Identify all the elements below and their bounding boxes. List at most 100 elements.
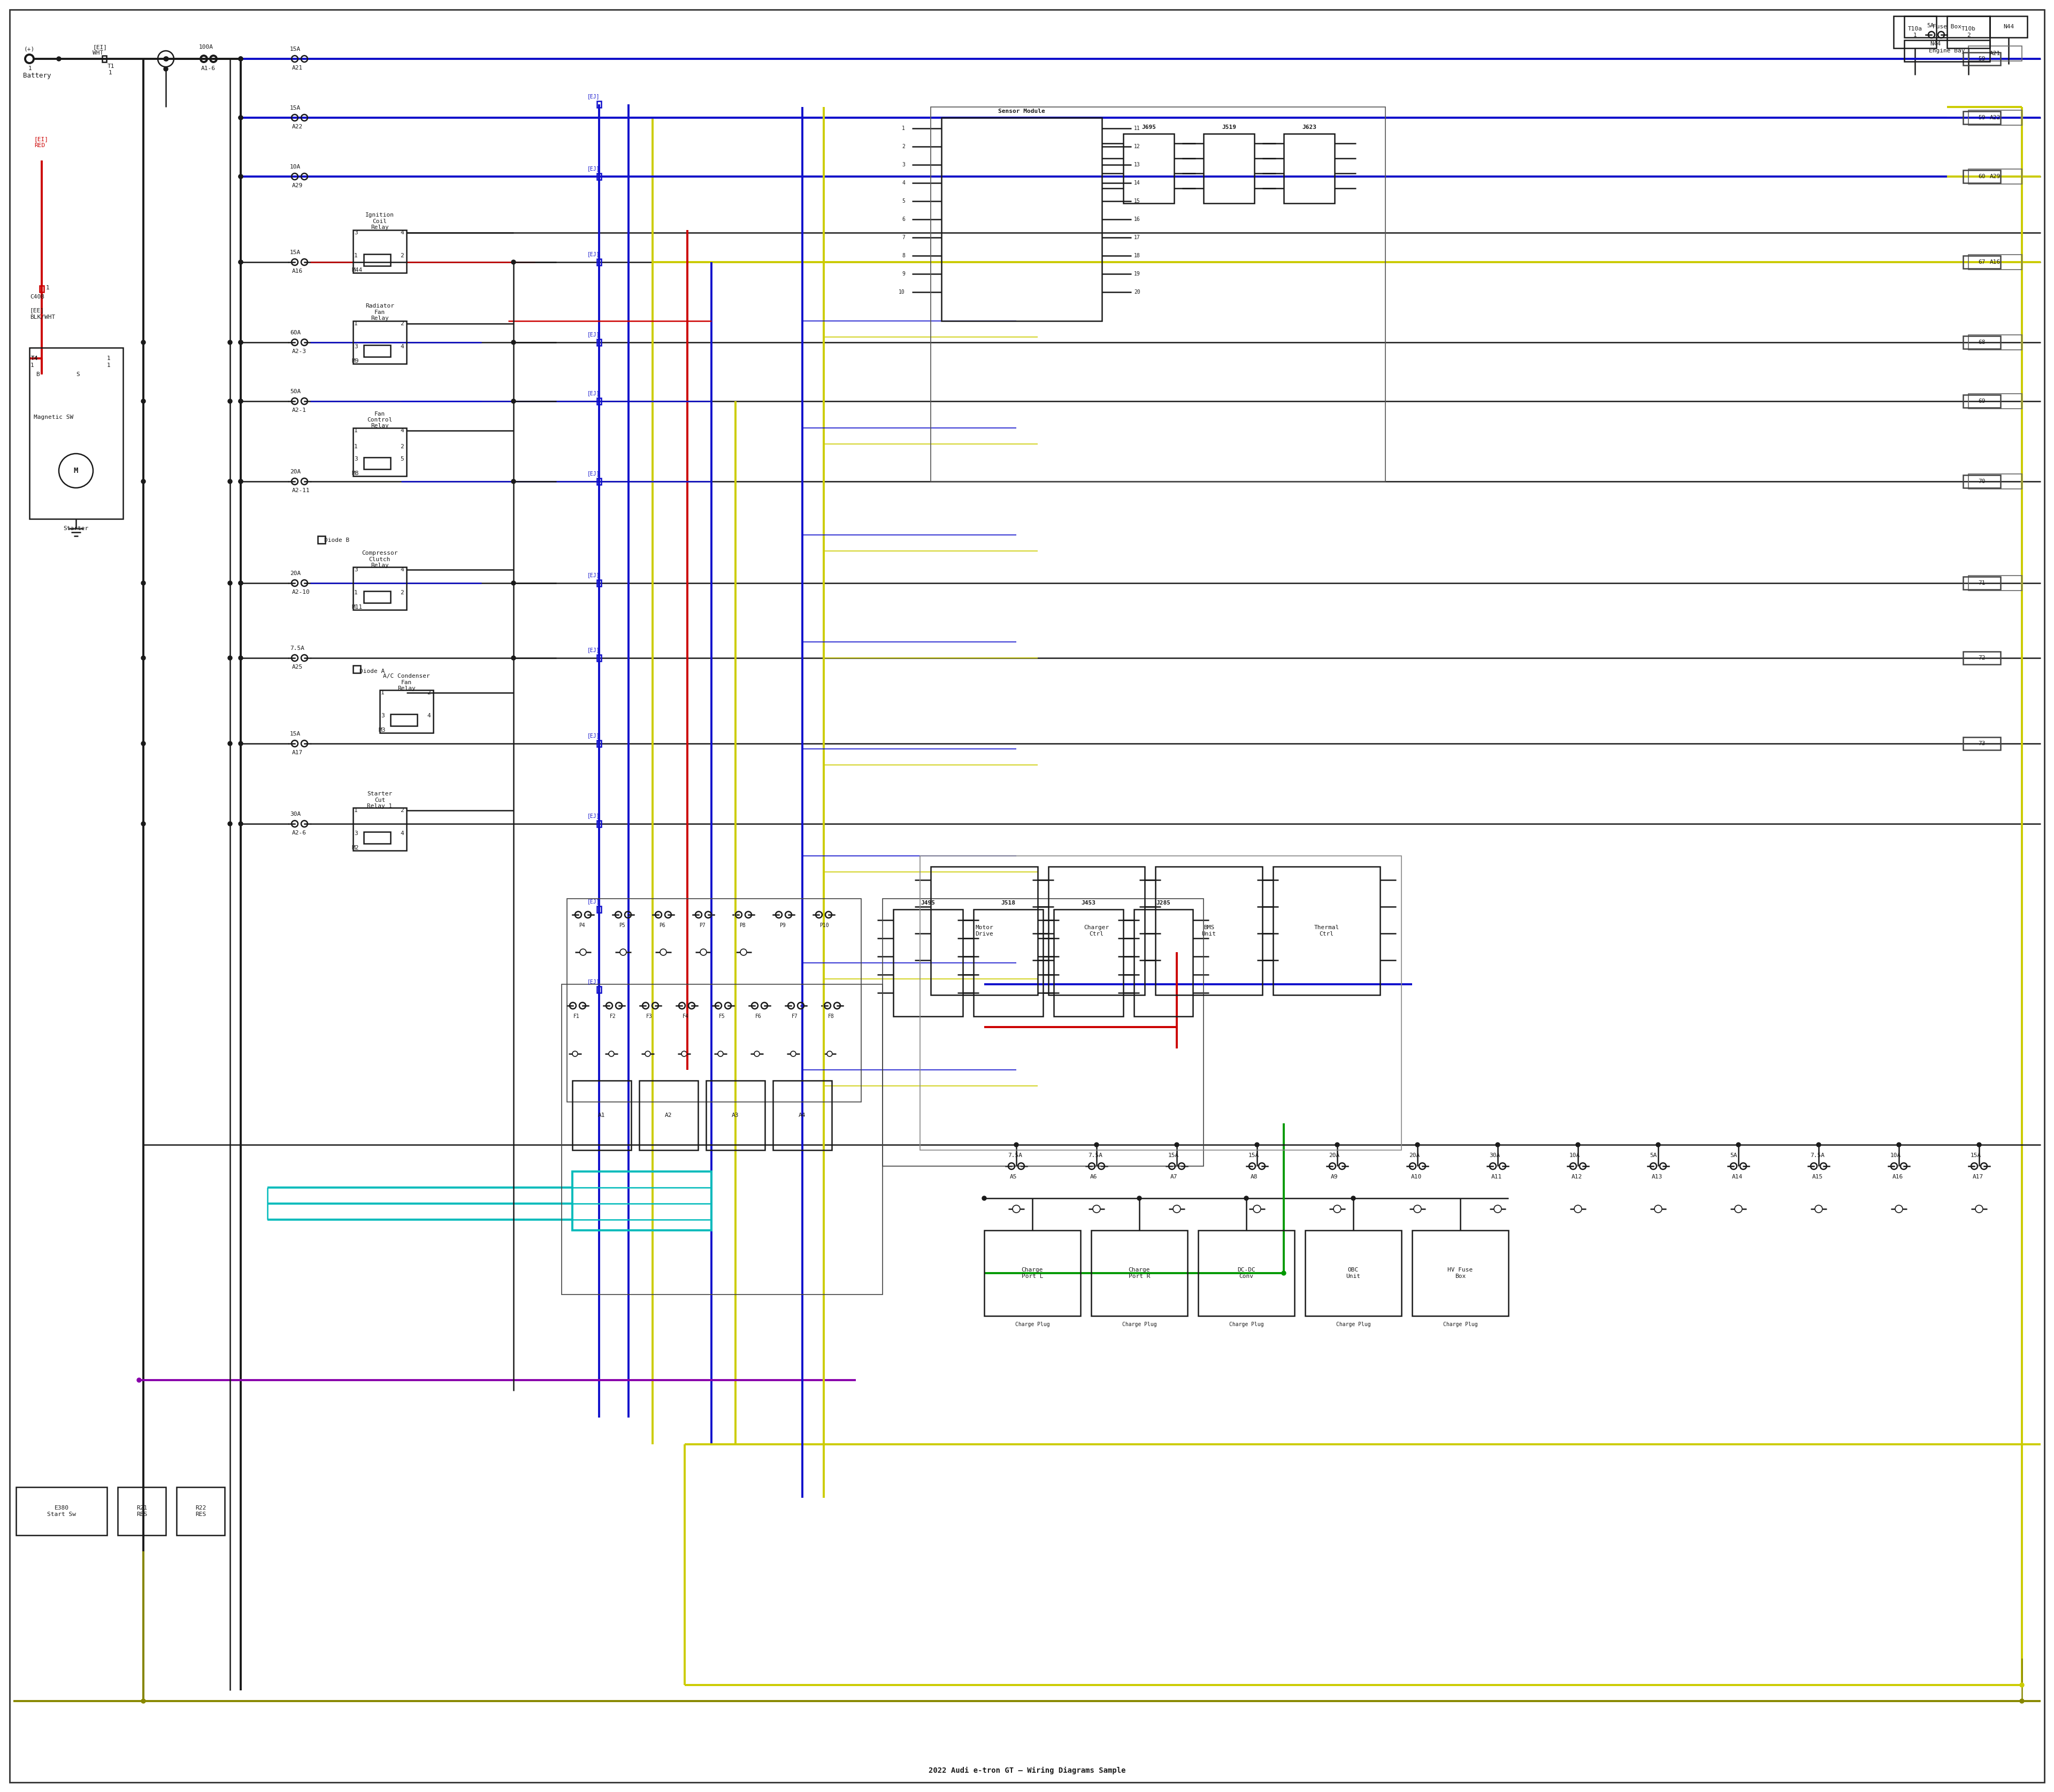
Text: 60A: 60A [290,330,300,335]
Bar [1947,16,1990,48]
Circle shape [142,1699,146,1702]
Text: A2-10: A2-10 [292,590,310,595]
Text: Relay 1: Relay 1 [368,803,392,808]
Text: Charge Plug: Charge Plug [1228,1322,1263,1328]
Circle shape [142,742,146,745]
Text: [EE]: [EE] [31,308,45,314]
Text: Fan: Fan [401,679,413,685]
Text: A16: A16 [1892,1174,1904,1179]
Text: M11: M11 [351,604,364,609]
Circle shape [142,400,146,403]
Text: A7: A7 [1171,1174,1177,1179]
Text: 20A: 20A [290,470,300,475]
Bar [1134,909,1193,1016]
Text: 59: 59 [1978,56,1986,61]
Text: Relay: Relay [372,224,388,229]
Text: P6: P6 [659,923,665,928]
Text: Sensor Module: Sensor Module [998,109,1045,115]
Bar [1154,867,1263,995]
Bar [1894,16,1937,48]
Circle shape [1976,1143,1982,1147]
Text: 4: 4 [427,713,431,719]
Text: [EJ]: [EJ] [587,251,600,256]
Bar [598,258,602,265]
Bar [598,339,602,346]
Circle shape [58,57,62,61]
Text: 1: 1 [902,125,906,131]
Bar [1968,109,2021,125]
Text: A29: A29 [1990,174,2001,179]
Bar [364,254,390,265]
Text: [EJ]: [EJ] [587,93,600,99]
Text: [EJ]: [EJ] [587,332,600,337]
Text: 3: 3 [380,713,384,719]
Text: A9: A9 [1331,1174,1337,1179]
Text: 100A: 100A [199,45,214,50]
Bar [103,56,107,63]
Text: 15A: 15A [290,731,300,737]
Text: 67: 67 [1978,260,1986,265]
Text: BLK/WHT: BLK/WHT [31,315,55,321]
Bar [364,591,390,602]
Text: F7: F7 [791,1014,797,1020]
Bar [16,1487,107,1536]
Text: P4: P4 [579,923,585,928]
Text: 1: 1 [353,590,357,595]
Text: WHT: WHT [92,50,103,56]
Text: 2: 2 [401,590,405,595]
Bar [390,715,417,726]
Bar [707,1081,764,1150]
Text: Starter: Starter [64,525,88,530]
Text: DC-DC
Conv: DC-DC Conv [1237,1267,1255,1279]
Text: 15A: 15A [1169,1152,1179,1158]
Bar [974,909,1043,1016]
Text: Fan: Fan [374,310,386,315]
Circle shape [238,260,242,263]
Text: 2: 2 [401,808,405,814]
Bar [883,898,1204,1167]
Text: 1: 1 [353,428,357,434]
Text: 68: 68 [1978,340,1986,346]
Text: M44: M44 [351,267,364,272]
Text: Battery: Battery [23,72,51,79]
Text: Coil: Coil [372,219,386,224]
Text: 7.5A: 7.5A [290,645,304,650]
Circle shape [982,1195,986,1201]
Text: A16: A16 [1990,260,2001,265]
Text: 1: 1 [31,362,35,367]
Circle shape [238,174,242,179]
Text: 2: 2 [401,321,405,326]
Bar [1964,170,2001,183]
Bar [1968,473,2021,489]
Bar [598,174,602,179]
Bar [353,665,362,674]
Text: S: S [76,371,80,376]
Circle shape [228,742,232,745]
Circle shape [164,57,168,61]
Circle shape [238,57,242,61]
Text: [EJ]: [EJ] [587,898,600,903]
Text: A11: A11 [1491,1174,1501,1179]
Text: 60: 60 [1978,174,1986,179]
Text: Charge
Port L: Charge Port L [1021,1267,1043,1279]
Bar [1968,394,2021,409]
Circle shape [511,478,516,484]
Text: 1: 1 [107,357,111,360]
Bar [573,1172,711,1231]
Text: F4: F4 [682,1014,688,1020]
Text: F6: F6 [756,1014,762,1020]
Text: [EJ]: [EJ] [587,814,600,819]
Bar [930,867,1037,995]
Text: Engine Bay: Engine Bay [1929,48,1966,54]
Bar [598,986,602,993]
Bar [1124,134,1175,202]
Text: 17: 17 [1134,235,1140,240]
Text: 3: 3 [353,457,357,462]
Text: A10: A10 [1411,1174,1421,1179]
Text: 10: 10 [900,289,906,294]
Text: 3: 3 [353,229,357,235]
Text: 4: 4 [401,344,405,349]
Text: [EJ]: [EJ] [587,471,600,477]
Text: [EJ]: [EJ] [587,647,600,652]
Bar [573,1081,631,1150]
